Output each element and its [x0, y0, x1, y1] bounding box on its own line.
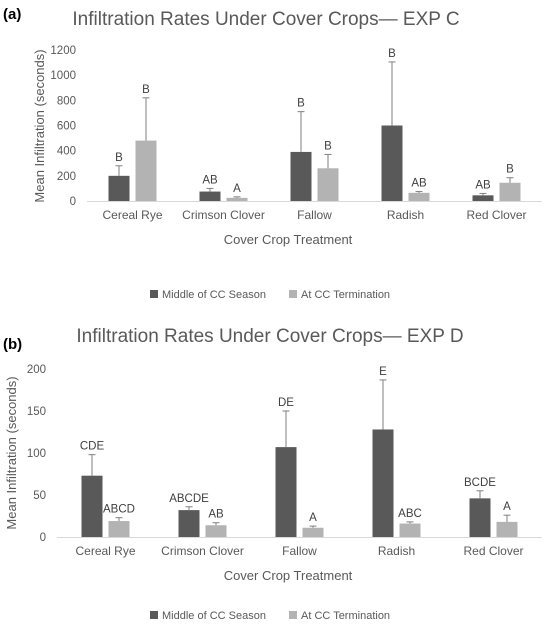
bar-b-termination — [302, 527, 324, 537]
bar-a-termination — [226, 197, 248, 201]
legend-swatch-middle-a — [150, 290, 158, 298]
legend-swatch-middle-b — [150, 611, 158, 619]
legend-swatch-termination-b — [289, 611, 297, 619]
y-axis-title-a: Mean Infiltration (seconds) — [32, 49, 47, 202]
bar-a-termination — [135, 140, 157, 201]
category-label-b: Radish — [378, 544, 415, 558]
bar-b-middle — [81, 475, 103, 537]
y-tick-label-b: 50 — [33, 490, 46, 502]
category-label-b: Red Clover — [463, 544, 523, 558]
chart-title-b: Infiltration Rates Under Cover Crops— EX… — [76, 326, 463, 347]
bar-b-middle — [469, 498, 491, 537]
category-label-a: Red Clover — [466, 208, 526, 222]
significance-letter-b: BCDE — [464, 477, 496, 489]
bar-b-termination — [205, 525, 227, 537]
category-label-a: Radish — [387, 208, 424, 222]
legend-swatch-termination-a — [289, 290, 297, 298]
category-label-b: Fallow — [282, 544, 317, 558]
y-tick-label-a: 1000 — [50, 70, 76, 82]
bar-b-middle — [372, 429, 394, 537]
x-axis-title-a: Cover Crop Treatment — [224, 232, 353, 247]
bar-b-middle — [275, 447, 297, 537]
category-label-a: Fallow — [297, 208, 332, 222]
bar-a-middle — [108, 175, 130, 201]
significance-letter-a: B — [115, 152, 123, 164]
significance-letter-b: E — [379, 366, 387, 378]
significance-letter-a: B — [506, 164, 514, 176]
significance-letter-b: DE — [278, 397, 294, 409]
legend-label-termination-b: At CC Termination — [301, 610, 390, 622]
significance-letter-b: ABCDE — [169, 493, 209, 505]
y-tick-label-a: 800 — [57, 95, 76, 107]
y-tick-label-a: 1200 — [50, 45, 76, 57]
y-tick-label-b: 150 — [27, 406, 46, 418]
bar-b-termination — [399, 523, 421, 537]
bar-a-termination — [499, 182, 521, 201]
significance-letter-b: A — [503, 501, 511, 513]
x-axis-title-b: Cover Crop Treatment — [224, 568, 353, 583]
bar-a-middle — [381, 125, 403, 201]
legend-label-termination-a: At CC Termination — [301, 289, 390, 301]
bar-a-termination — [408, 192, 430, 201]
category-label-a: Crimson Clover — [182, 208, 265, 222]
significance-letter-a: B — [324, 140, 332, 152]
category-label-a: Cereal Rye — [102, 208, 162, 222]
y-axis-title-b: Mean Infiltration (seconds) — [4, 376, 19, 529]
y-tick-label-b: 0 — [40, 532, 46, 544]
y-tick-label-a: 600 — [57, 121, 76, 133]
bar-a-middle — [290, 151, 312, 201]
category-label-b: Crimson Clover — [161, 544, 244, 558]
y-tick-label-b: 200 — [27, 364, 46, 376]
chart-panel-b: (b) Infiltration Rates Under Cover Crops… — [3, 326, 542, 622]
significance-letter-a: B — [297, 98, 305, 110]
bar-a-middle — [199, 191, 221, 201]
significance-letter-b: ABCD — [103, 504, 135, 516]
y-tick-label-b: 100 — [27, 448, 46, 460]
y-tick-label-a: 0 — [70, 196, 76, 208]
significance-letter-a: AB — [475, 179, 491, 191]
significance-letter-a: B — [142, 84, 150, 96]
y-tick-label-a: 200 — [57, 171, 76, 183]
significance-letter-a: B — [388, 48, 396, 60]
bar-a-middle — [472, 195, 494, 201]
plot-area-a: 0 200 400 600 800 1000 1200 Cereal Rye B B Crimson… — [50, 45, 542, 222]
chart-panel-a: (a) Infiltration Rates Under Cover Crops… — [3, 6, 542, 301]
bar-b-termination — [108, 521, 130, 537]
legend-a: Middle of CC Season At CC Termination — [150, 289, 390, 301]
significance-letter-b: CDE — [80, 441, 105, 453]
panel-label-b: (b) — [3, 336, 22, 353]
chart-title-a: Infiltration Rates Under Cover Crops— EX… — [72, 9, 459, 30]
significance-letter-a: A — [233, 183, 241, 195]
panel-label-a: (a) — [3, 6, 21, 23]
significance-letter-b: A — [309, 512, 317, 524]
significance-letter-a: AB — [202, 174, 218, 186]
bar-a-termination — [317, 168, 339, 201]
category-label-b: Cereal Rye — [75, 544, 135, 558]
significance-letter-b: ABC — [398, 508, 422, 520]
significance-letter-a: AB — [411, 178, 427, 190]
significance-letter-b: AB — [208, 509, 224, 521]
legend-label-middle-b: Middle of CC Season — [162, 610, 266, 622]
legend-label-middle-a: Middle of CC Season — [162, 289, 266, 301]
bar-b-termination — [496, 521, 518, 537]
plot-area-b: 0 50 100 150 200 Cereal Rye CDE ABCD Crimson Clo… — [27, 364, 542, 558]
legend-b: Middle of CC Season At CC Termination — [150, 610, 390, 622]
bar-b-middle — [178, 510, 200, 537]
y-tick-label-a: 400 — [57, 146, 76, 158]
